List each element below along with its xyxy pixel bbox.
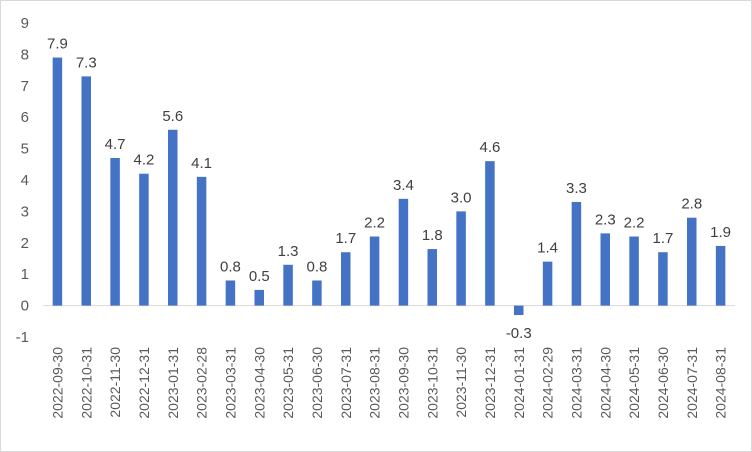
bar (542, 261, 553, 306)
data-label: 4.7 (105, 136, 126, 153)
bar (312, 280, 322, 306)
data-label: 3.0 (451, 189, 472, 206)
bar (254, 289, 264, 306)
y-tick-label: 9 (21, 15, 29, 32)
x-tick-label: 2023-12-31 (482, 347, 498, 419)
x-tick-label: 2024-05-31 (626, 347, 642, 419)
bar (456, 211, 466, 306)
data-label: 1.7 (652, 230, 673, 247)
bar (110, 158, 120, 306)
y-tick-label: 6 (21, 109, 29, 126)
bar (658, 252, 668, 306)
data-label: 1.7 (335, 230, 356, 247)
x-tick-label: 2022-09-30 (49, 347, 65, 419)
x-tick-label: 2024-04-30 (597, 347, 613, 419)
y-tick-label: 1 (21, 266, 29, 283)
x-tick-label: 2024-02-29 (540, 347, 556, 419)
x-tick-label: 2023-01-31 (165, 347, 181, 419)
data-label: 4.6 (479, 139, 500, 156)
bar (398, 198, 409, 306)
data-label: 2.2 (624, 215, 645, 232)
data-label: 1.3 (278, 243, 299, 260)
x-tick-label: 2024-01-31 (511, 347, 527, 419)
data-label: 4.2 (133, 152, 154, 169)
y-tick-label: 2 (21, 235, 29, 252)
x-tick-label: 2023-08-31 (367, 347, 383, 419)
y-tick-label: 3 (21, 203, 29, 220)
x-tick-label: 2023-07-31 (338, 347, 354, 419)
bar (341, 252, 351, 306)
x-tick-label: 2023-09-30 (395, 347, 411, 419)
y-tick-label: 7 (21, 78, 29, 95)
data-label: 0.8 (220, 258, 241, 275)
x-tick-label: 2023-11-30 (453, 347, 469, 418)
bar (283, 264, 293, 306)
data-label: 4.1 (191, 155, 212, 172)
data-label: 2.3 (595, 211, 616, 228)
bar-series (52, 57, 726, 316)
x-tick-label: 2024-06-30 (655, 347, 671, 419)
bar (427, 249, 437, 306)
y-axis-ticks: -1 0 1 2 3 4 5 6 7 8 9 (16, 15, 29, 346)
data-label: 0.8 (306, 258, 327, 275)
data-label: 0.5 (249, 268, 270, 285)
data-label: 7.3 (76, 54, 97, 71)
bar (687, 217, 697, 306)
x-tick-label: 2023-04-30 (251, 347, 267, 419)
data-label: 1.9 (710, 224, 731, 241)
bar (81, 76, 91, 306)
y-tick-label: 8 (21, 46, 29, 63)
y-tick-label: 0 (21, 298, 29, 315)
data-label: 3.4 (393, 177, 414, 194)
data-label: -0.3 (506, 325, 532, 342)
x-tick-label: 2023-10-31 (424, 347, 440, 419)
x-tick-label: 2022-10-31 (78, 347, 94, 419)
x-tick-label: 2024-07-31 (684, 347, 700, 419)
bar (52, 57, 63, 306)
x-axis-labels: 2022-09-30 2022-10-31 2022-11-30 2022-12-31… (49, 347, 728, 419)
bar (514, 305, 524, 316)
data-label: 1.8 (422, 227, 443, 244)
bar (168, 129, 178, 306)
y-tick-label: 4 (21, 172, 29, 189)
bar (196, 176, 207, 306)
x-tick-label: 2023-05-31 (280, 347, 296, 419)
data-label: 2.2 (364, 215, 385, 232)
x-tick-label: 2023-06-30 (309, 347, 325, 419)
bar (600, 233, 610, 306)
x-tick-label: 2022-12-31 (136, 347, 152, 419)
data-label: 5.6 (162, 108, 183, 125)
x-tick-label: 2022-11-30 (107, 347, 123, 418)
data-label: 7.9 (47, 36, 68, 53)
bar (139, 173, 149, 306)
x-tick-label: 2023-02-28 (194, 347, 210, 419)
data-label: 1.4 (537, 240, 558, 257)
data-labels: 7.9 7.3 4.7 4.2 5.6 4.1 0.8 0.5 1.3 0.8 1.7 2.2 3.4 1… (47, 36, 731, 342)
y-tick-label: -1 (16, 329, 29, 346)
bar (485, 161, 495, 306)
data-label: 2.8 (681, 196, 702, 213)
x-tick-label: 2023-03-31 (222, 347, 238, 419)
bar (369, 236, 380, 306)
data-label: 3.3 (566, 180, 587, 197)
bar (571, 201, 582, 306)
bar (629, 236, 639, 306)
y-tick-label: 5 (21, 141, 29, 158)
x-tick-label: 2024-08-31 (713, 347, 729, 419)
bar (225, 280, 236, 306)
bar (715, 245, 726, 306)
x-tick-label: 2024-03-31 (568, 347, 584, 419)
